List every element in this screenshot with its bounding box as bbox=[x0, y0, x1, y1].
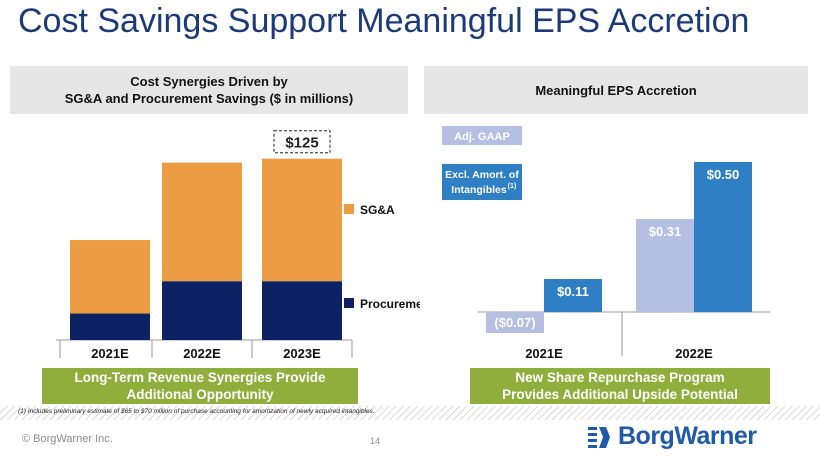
legend-label: SG&A bbox=[360, 203, 395, 217]
legend-adj-gaap-label: Adj. GAAP bbox=[454, 131, 510, 143]
revenue-synergies-banner: Long-Term Revenue Synergies Provide Addi… bbox=[42, 368, 358, 404]
bar-sga-2021E bbox=[70, 240, 150, 314]
borgwarner-logo: BorgWarner bbox=[586, 422, 757, 451]
right-header-text: Meaningful EPS Accretion bbox=[535, 82, 697, 98]
bar-procurement-2023E bbox=[262, 281, 342, 340]
left-header-line1: Cost Synergies Driven by bbox=[130, 74, 288, 89]
bar-procurement-2022E bbox=[162, 281, 242, 340]
borgwarner-emblem-icon bbox=[588, 426, 610, 448]
eps-accretion-chart: ($0.07) $0.11 2021E $0.31 $0.50 2022E Adj. GAA… bbox=[442, 126, 770, 361]
x-tick-label: 2022E bbox=[183, 346, 221, 361]
legend-excl-amort-label-line1: Excl. Amort. of bbox=[445, 169, 519, 181]
bar-adj-gaap-2021E bbox=[486, 312, 544, 333]
cost-synergies-chart: 2021E 2022E 2023E $125 SG&A Procurement bbox=[56, 130, 420, 361]
x-tick-label: 2021E bbox=[525, 346, 563, 361]
footnote: (1) Includes preliminary estimate of $65… bbox=[18, 408, 375, 415]
bar-sga-2022E bbox=[162, 162, 242, 282]
left-banner-line2: Additional Opportunity bbox=[126, 387, 274, 402]
share-repurchase-banner: New Share Repurchase Program Provides Ad… bbox=[470, 368, 770, 404]
bar-adj-gaap-2022E bbox=[636, 219, 694, 312]
x-tick-label: 2022E bbox=[675, 346, 713, 361]
bar-excl-amort-2022E bbox=[694, 162, 752, 312]
bar-procurement-2021E bbox=[70, 313, 150, 340]
footnote-hatch-band bbox=[0, 406, 820, 420]
right-banner-line1: New Share Repurchase Program bbox=[515, 370, 725, 385]
legend-excl-amort-label-line2: Intangibles bbox=[451, 184, 507, 196]
legend-adj-gaap-box bbox=[442, 126, 522, 145]
legend-footnote-ref: (1) bbox=[508, 183, 517, 190]
left-panel-header: Cost Synergies Driven by SG&A and Procur… bbox=[10, 66, 408, 114]
copyright: © BorgWarner Inc. bbox=[22, 433, 113, 445]
annotation-box bbox=[273, 130, 331, 154]
page-number: 14 bbox=[370, 436, 381, 446]
right-banner-line2: Provides Additional Upside Potential bbox=[502, 387, 738, 402]
page-title: Cost Savings Support Meaningful EPS Accr… bbox=[18, 2, 750, 40]
left-banner-line1: Long-Term Revenue Synergies Provide bbox=[74, 370, 326, 385]
data-label: $0.11 bbox=[557, 284, 589, 299]
x-tick-label: 2021E bbox=[91, 346, 129, 361]
x-tick-label: 2023E bbox=[283, 346, 321, 361]
data-label: $0.50 bbox=[707, 167, 740, 182]
right-panel-header: Meaningful EPS Accretion bbox=[424, 66, 808, 114]
annotation-label: $125 bbox=[285, 135, 318, 152]
bar-excl-amort-2021E bbox=[544, 279, 602, 312]
data-label: $0.31 bbox=[649, 224, 682, 239]
legend-swatch-sga bbox=[344, 204, 354, 214]
bar-sga-2023E bbox=[262, 158, 342, 282]
logo-wordmark: BorgWarner bbox=[618, 422, 757, 450]
left-header-line2: SG&A and Procurement Savings ($ in milli… bbox=[64, 91, 354, 106]
legend-label: Procurement bbox=[360, 297, 420, 311]
data-label: ($0.07) bbox=[494, 315, 535, 330]
legend-swatch-procurement bbox=[344, 298, 354, 308]
legend-excl-amort-box bbox=[442, 164, 522, 200]
